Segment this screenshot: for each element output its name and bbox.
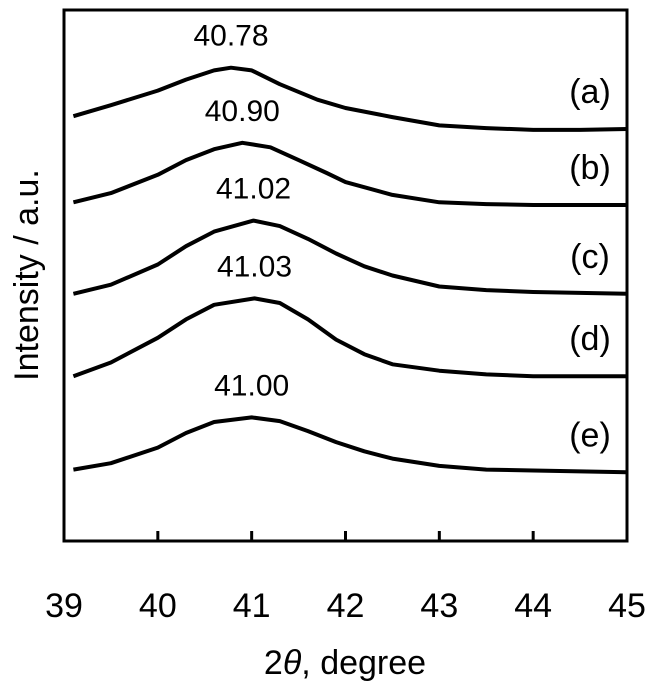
x-tick-label: 39: [45, 587, 83, 625]
plot-frame: [62, 8, 629, 543]
series-line: [72, 65, 628, 132]
x-tick-label: 43: [420, 587, 458, 625]
series-line: [72, 140, 627, 207]
series-line: [72, 218, 628, 296]
x-tick-label: 45: [608, 587, 646, 625]
x-axis-label: 2θ, degree: [264, 644, 426, 682]
y-axis-label: Intensity / a.u.: [8, 169, 46, 381]
x-tick-label: 42: [327, 587, 365, 625]
peak-label: 41.02: [216, 173, 291, 206]
series-lines: [72, 65, 628, 475]
peak-label: 41.00: [214, 369, 289, 402]
peak-labels: 40.78 40.90 41.02 41.03 41.00: [193, 20, 292, 403]
series-label: (c): [570, 238, 610, 276]
series-labels: (a) (b) (c) (d) (e): [569, 73, 611, 454]
series-line: [72, 296, 627, 379]
peak-label: 40.90: [205, 95, 280, 128]
series-label: (b): [569, 149, 611, 187]
x-tick-label: 44: [514, 587, 552, 625]
x-tick-label: 40: [139, 587, 177, 625]
series-line: [73, 415, 628, 475]
x-tick-label: 41: [233, 587, 271, 625]
peak-label: 41.03: [217, 250, 292, 283]
x-ticks: [62, 531, 629, 541]
x-tick-labels: 39 40 41 42 43 44 45: [45, 587, 646, 625]
series-label: (a): [569, 73, 611, 111]
series-label: (d): [569, 320, 611, 358]
peak-label: 40.78: [193, 20, 268, 53]
series-label: (e): [569, 416, 611, 454]
